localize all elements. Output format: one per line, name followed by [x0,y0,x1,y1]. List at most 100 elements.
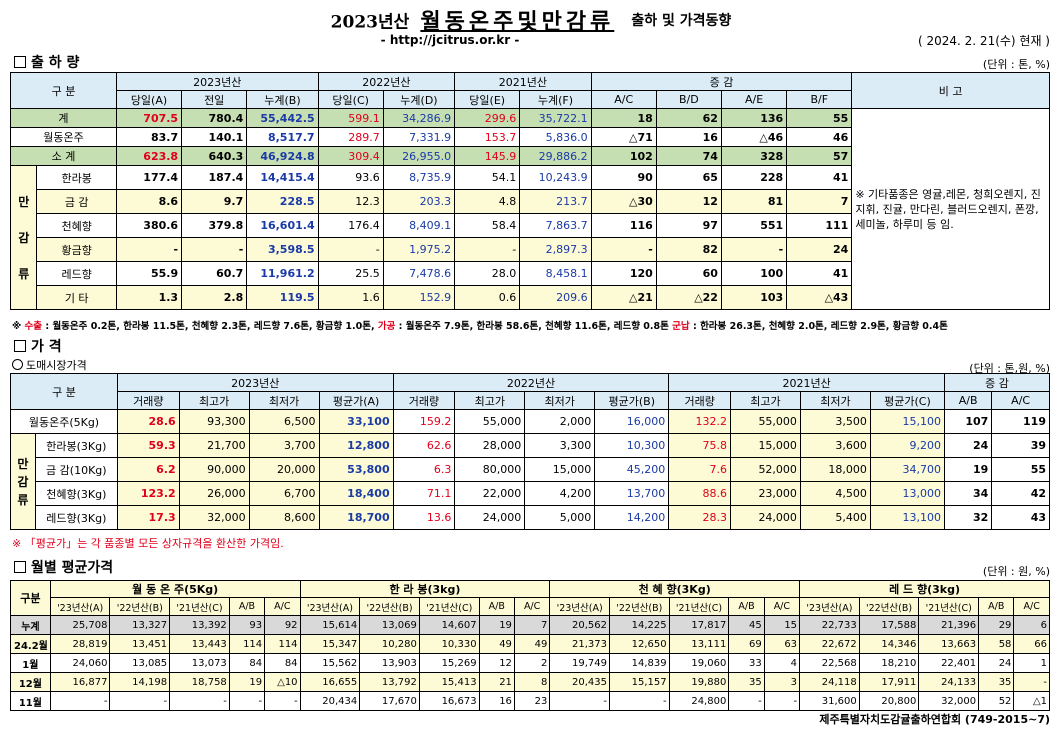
value-cell: 3,598.5 [246,237,319,262]
price-table: 구 분 2023년산 2022년산 2021년산 증 감 거래량 최고가 최저가 평균가(A) 거… [10,373,1051,530]
column-header: 당일(E) [454,90,521,109]
value-cell: 24 [978,653,1015,673]
value-cell: 3,300 [524,433,596,458]
value-cell: 145.9 [454,146,521,166]
header-2022: 2022년산 [392,373,670,392]
group-header: 천 혜 향(3Kg) [549,580,801,598]
value-cell: 82 [655,237,722,262]
value-cell: 0.6 [454,285,521,310]
value-cell: 7.6 [668,457,731,482]
row-label: 금 감 [36,189,117,214]
column-header: A/C [513,597,551,616]
value-cell: 8 [513,672,551,692]
value-cell: 1.3 [115,285,183,310]
value-cell: 7,478.6 [382,261,456,286]
value-cell: 13,903 [359,653,420,673]
value-cell: 59.3 [116,433,180,458]
value-cell: 119 [991,409,1050,434]
report-title: 2023년산 월동온주및만감류 출하 및 가격동향 [0,4,1062,36]
value-cell: 28.0 [454,261,521,286]
table-row: 누계 25,708 13,327 13,392 93 92 15,614 13,069 14,6… [10,615,1050,635]
value-cell: 65 [655,165,722,190]
column-header: '21년산(C) [668,597,730,616]
price-unit: (단위 : 톤,원, %) [969,362,1050,375]
table-row: 금 감 8.6 9.7 228.5 12.3 203.3 4.8 213.7 △30 12 81 7 [11,189,1050,214]
value-cell: 19,749 [549,653,610,673]
row-label: 천혜향 [36,213,117,238]
circle-bullet-icon [12,359,23,370]
table-row: 황금향 - -3,598.5-1,975.2-2,897.3-82-24 [11,237,1050,262]
value-cell: 8,409.1 [382,213,456,238]
value-cell: 14,839 [608,653,670,673]
value-cell: 32,000 [918,691,980,711]
value-cell: 24,000 [730,505,801,530]
value-cell: 43 [991,505,1050,530]
value-cell: 32,000 [178,505,250,530]
value-cell: 152.9 [382,285,456,310]
value-cell: 5,000 [524,505,596,530]
value-cell: 228 [720,165,788,190]
site-url[interactable]: - http://jcitrus.or.kr - [380,33,520,47]
shipment-title-text: 출 하 량 [31,55,80,71]
value-cell: 20,435 [549,672,610,692]
value-cell: 707.5 [115,108,183,128]
value-cell: 34,700 [869,457,945,482]
column-header: 누계(D) [382,90,456,109]
value-cell: 14,415.4 [246,165,319,190]
value-cell: 92 [264,615,301,635]
value-cell: 2,897.3 [519,237,592,262]
value-cell: 13,085 [109,653,171,673]
value-cell: - [1013,672,1050,692]
value-cell: 12,650 [608,634,670,654]
monthly-section-title: 월별 평균가격 [14,557,113,577]
column-header: 최저가 [524,391,596,410]
value-cell: 55 [786,108,853,128]
value-cell: 2.8 [181,285,248,310]
column-header: 최고가 [454,391,526,410]
value-cell: 17,588 [858,615,920,635]
value-cell: 177.4 [115,165,183,190]
value-cell: 228.5 [246,189,319,214]
value-cell: 16 [655,127,722,147]
table-row: 만감류 한라봉(3Kg) 59.3 21,700 3,700 12,800 62.6 28,0… [10,433,1050,530]
column-header: A/C [991,391,1050,410]
column-header: A/C [1013,597,1050,616]
value-cell: 10,243.9 [519,165,592,190]
title-main: 월동온주및만감류 [420,10,615,35]
value-cell: 15,157 [608,672,670,692]
table-header-row: 구 분 2023년산 2022년산 2021년산 증 감 [10,373,1051,410]
value-cell: 209.6 [519,285,592,310]
column-header: 평균가(C) [869,391,945,410]
column-header: 누계(F) [519,90,592,109]
value-cell: 81 [720,189,788,214]
row-label: 금 감(10Kg) [34,457,118,482]
value-cell: 13,792 [359,672,420,692]
value-cell: 17,911 [858,672,920,692]
value-cell: 1,975.2 [382,237,456,262]
value-cell: 57 [786,146,853,166]
group-header: 한 라 봉(3kg) [299,580,551,598]
column-header: A/B [728,597,765,616]
table-row: 레드향(3Kg) 17.3 32,000 8,600 18,700 13.6 24,000 5… [11,505,1050,530]
value-cell: 6.3 [392,457,456,482]
value-cell: 62 [655,108,722,128]
table-row: 만감류 한라봉 177.4 187.4 14,415.4 93.6 8,735.9 54.1 1… [9,165,1050,310]
value-cell: 19,880 [668,672,730,692]
report-date: ( 2024. 2. 21(수) 현재 ) [918,34,1050,48]
value-cell: 13,327 [109,615,171,635]
value-cell: 107 [943,409,993,434]
value-cell: 15,614 [299,615,361,635]
export-note: ※ 수출 : 월동온주 0.2톤, 한라봉 11.5톤, 천혜향 2.3톤, 레… [12,318,948,332]
value-cell: 29,886.2 [519,146,592,166]
table-row: 계 707.5 780.4 55,442.5 599.1 34,286.9 299.6 35,… [10,108,1050,310]
value-cell: 74 [655,146,722,166]
monthly-table: 구분 월 동 온 주(5Kg) 한 라 봉(3kg) 천 혜 향(3Kg) 레 드 향(… [10,580,1050,711]
column-header: '23년산(A) [49,597,111,616]
value-cell: 24 [786,237,853,262]
column-header: A/B [478,597,515,616]
value-cell: 3,600 [799,433,871,458]
value-cell: 15 [763,615,801,635]
value-cell: - [109,691,171,711]
value-cell: 33,100 [318,409,394,434]
